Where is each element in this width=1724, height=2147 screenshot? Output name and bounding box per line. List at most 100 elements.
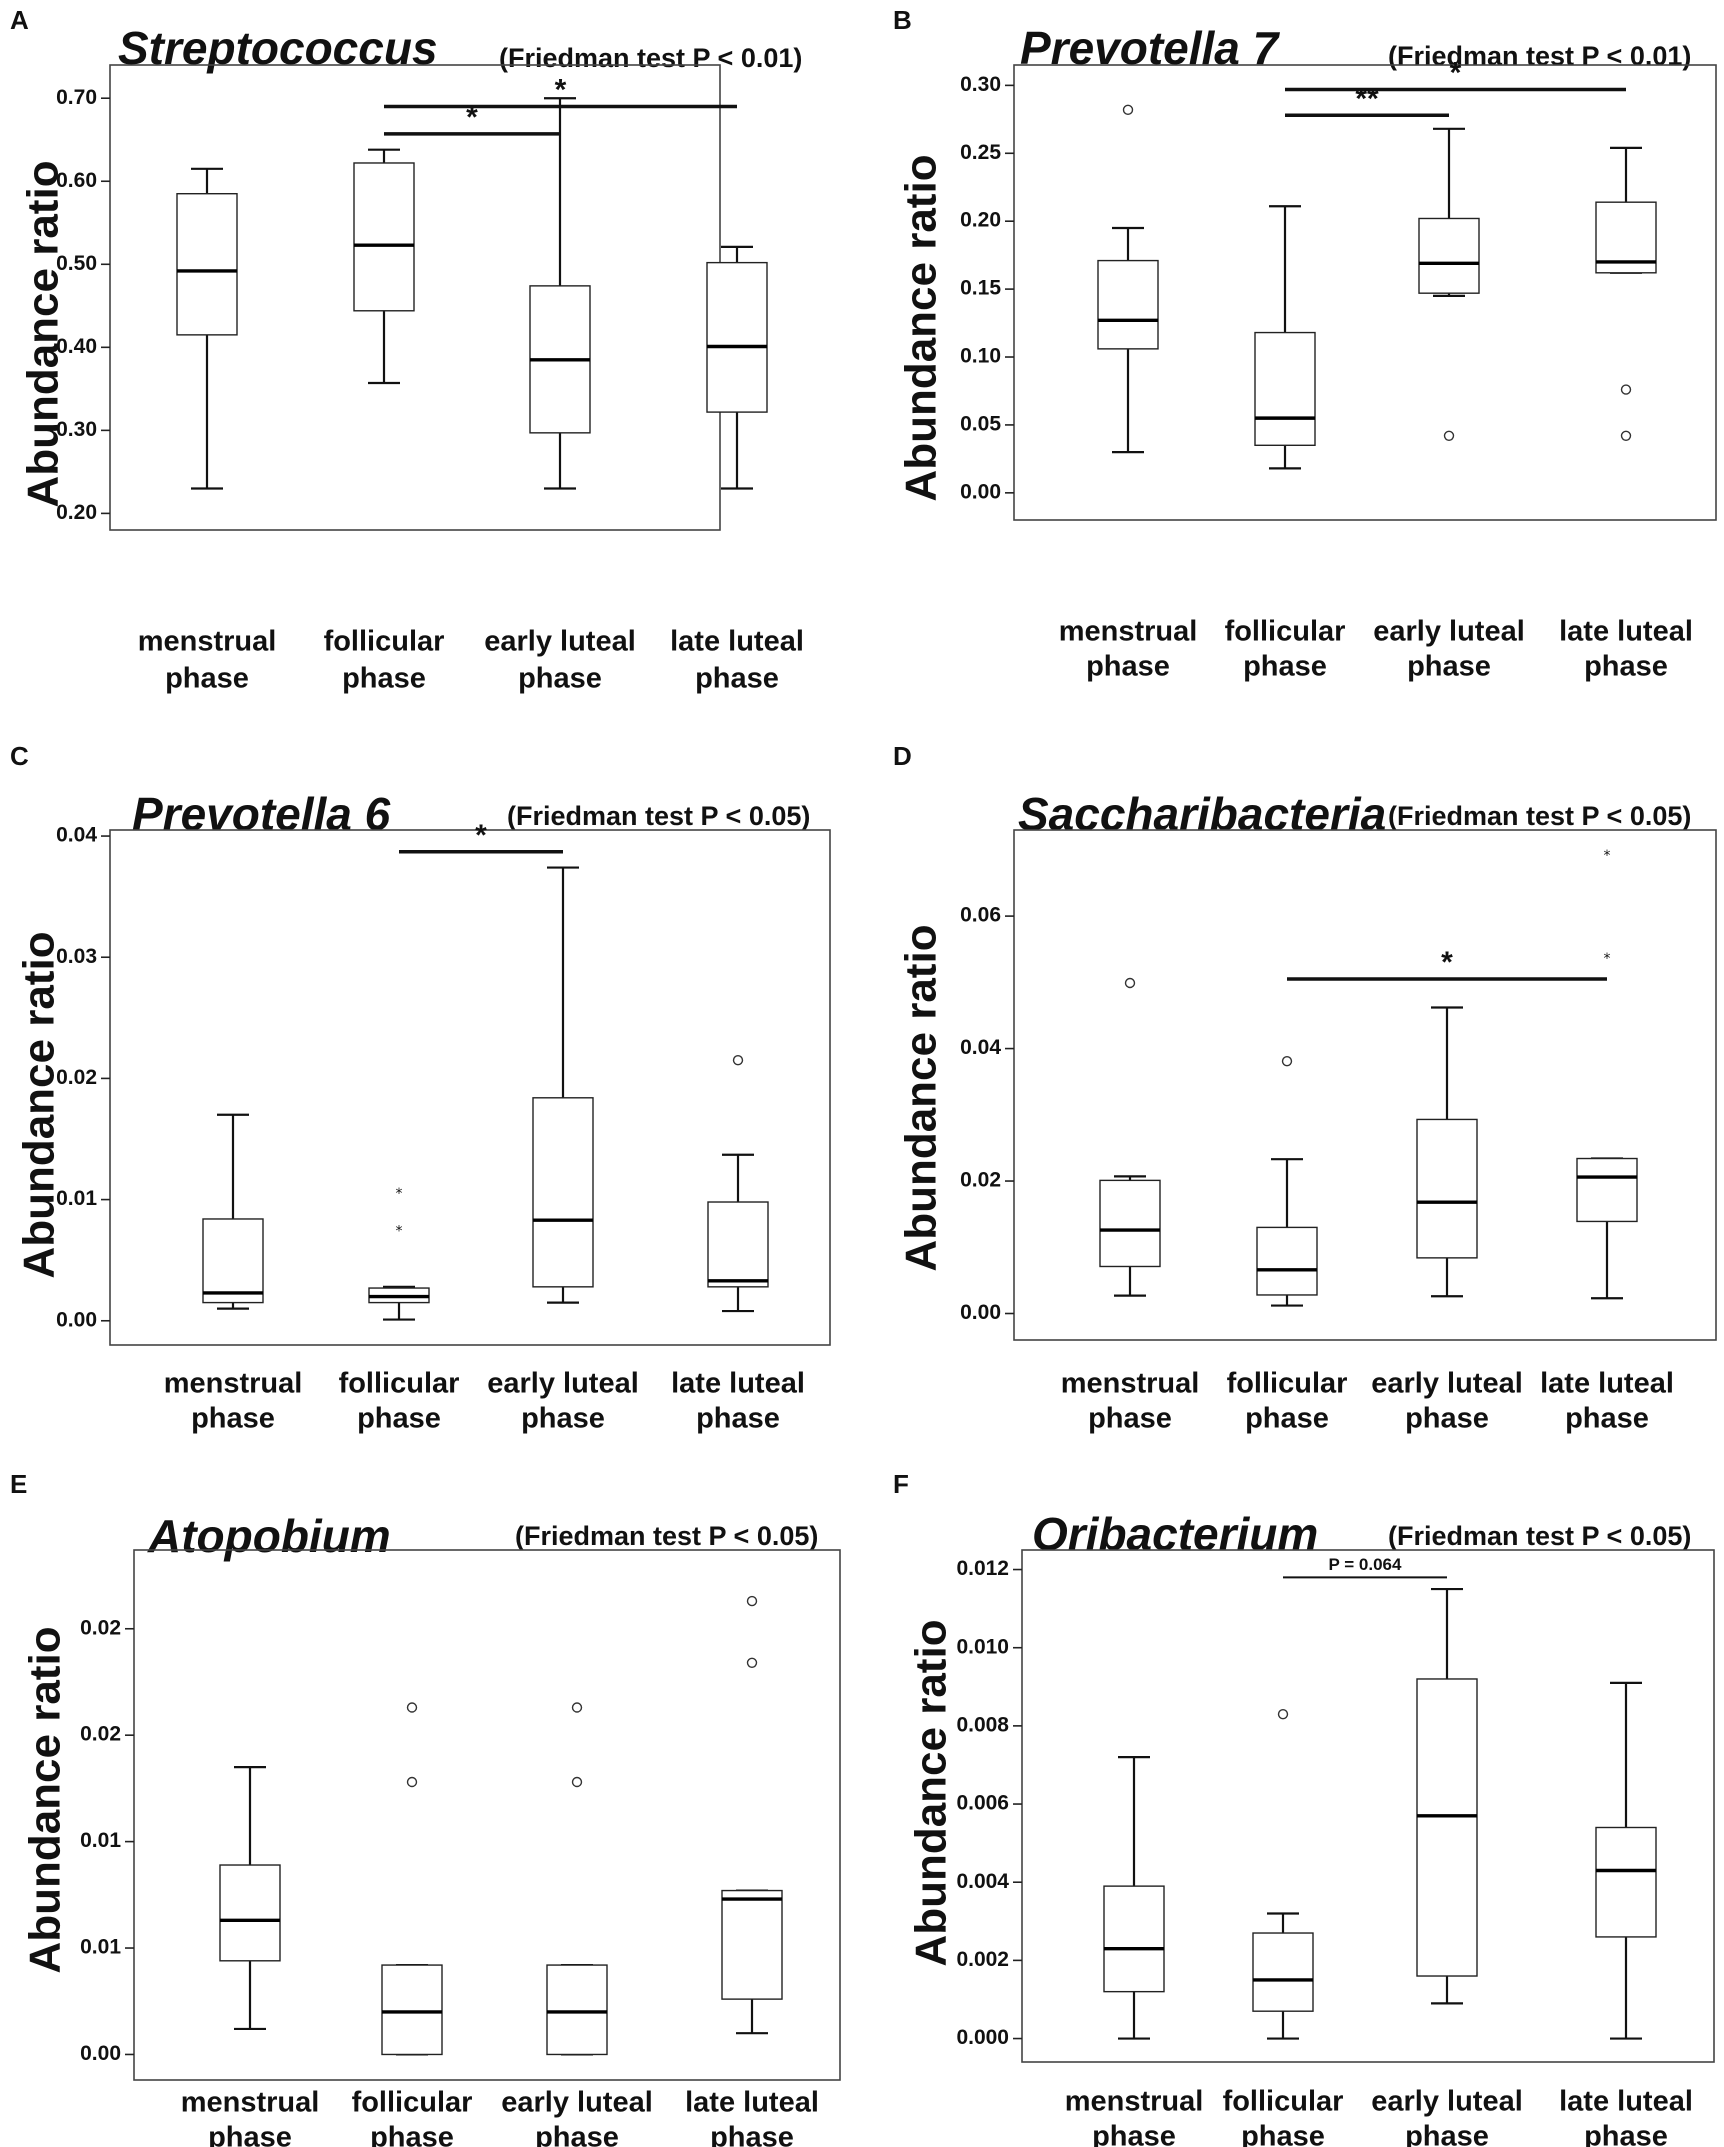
- box-iqr: [1416, 1118, 1478, 1259]
- box-iqr: [1103, 1885, 1165, 1993]
- box-iqr: [381, 1964, 443, 2056]
- chart-subtitle: (Friedman test P < 0.01): [1388, 41, 1691, 71]
- box-1: [1103, 1756, 1165, 2040]
- significance-label: *: [466, 101, 478, 134]
- panel-letter: E: [10, 1469, 27, 1499]
- x-category-label: late luteal: [685, 2087, 819, 2119]
- box-3: [546, 1702, 608, 2056]
- box-1: [1099, 977, 1161, 1297]
- box-2: [1254, 205, 1316, 470]
- x-category-sublabel: phase: [521, 1403, 605, 1435]
- box-iqr: [1418, 217, 1480, 294]
- x-category-label: late luteal: [671, 1368, 805, 1400]
- x-category-sublabel: phase: [1584, 2121, 1668, 2147]
- x-category-sublabel: phase: [208, 2122, 292, 2147]
- box-2: [353, 148, 415, 385]
- outlier-point: [1277, 1708, 1289, 1720]
- outlier-point: [1620, 384, 1632, 395]
- y-tick-label: 0.01: [80, 1936, 121, 1959]
- y-tick-label: 0.00: [960, 480, 1001, 503]
- x-category-label: menstrual: [1061, 1368, 1200, 1400]
- outlier-point: [1122, 104, 1134, 116]
- chart-title: Saccharibacteria: [1018, 788, 1386, 840]
- extreme-point: *: [1604, 951, 1611, 967]
- box-1: [202, 1113, 264, 1310]
- x-category-label: follicular: [324, 626, 445, 658]
- y-tick-label: 0.02: [80, 1616, 121, 1639]
- panel-letter: C: [10, 741, 29, 771]
- x-category-label: early luteal: [1371, 2086, 1523, 2118]
- box-iqr: [219, 1864, 281, 1962]
- box-2: [381, 1702, 443, 2056]
- y-tick-label: 0.01: [56, 1187, 97, 1210]
- y-tick-label: 0.02: [960, 1169, 1001, 1192]
- box-1: [1097, 104, 1159, 454]
- box-iqr: [1099, 1179, 1161, 1268]
- box-4: [721, 1595, 783, 2035]
- box-iqr: [532, 1097, 594, 1288]
- panel-letter: F: [893, 1469, 909, 1499]
- outlier-point: [1124, 977, 1136, 989]
- x-category-label: late luteal: [1540, 1368, 1674, 1400]
- y-axis-label: Abundance ratio: [897, 924, 946, 1271]
- chart-subtitle: (Friedman test P < 0.05): [1388, 801, 1691, 831]
- x-category-label: late luteal: [670, 626, 804, 658]
- plot-frame: [133, 1549, 841, 2081]
- box-4: [706, 245, 768, 490]
- y-tick-label: 0.30: [56, 418, 97, 441]
- box-2: [1252, 1708, 1314, 2040]
- box-iqr: [721, 1889, 783, 2000]
- x-category-sublabel: phase: [1092, 2121, 1176, 2147]
- box-iqr: [1256, 1226, 1318, 1296]
- x-category-label: menstrual: [1065, 2086, 1204, 2118]
- x-category-label: follicular: [339, 1368, 460, 1400]
- y-tick-label: 0.10: [960, 345, 1001, 368]
- y-tick-label: 0.00: [960, 1301, 1001, 1324]
- chart-title: Prevotella 6: [132, 788, 391, 840]
- panel-letter: B: [893, 5, 912, 35]
- x-category-label: follicular: [1225, 616, 1346, 648]
- chart-panel-f: F Oribacterium (Friedman test P < 0.05) Abu…: [893, 1469, 1715, 2147]
- chart-title: Atopobium: [147, 1510, 391, 1562]
- y-tick-label: 0.02: [80, 1723, 121, 1746]
- outlier-point: [1281, 1055, 1293, 1067]
- box-4: [1595, 146, 1657, 441]
- y-axis-label: Abundance ratio: [907, 1619, 956, 1966]
- box-4: [1595, 1681, 1657, 2040]
- outlier-point: [406, 1776, 418, 1788]
- x-category-sublabel: phase: [165, 663, 249, 695]
- box-2: [1256, 1055, 1318, 1307]
- plot-frame: [109, 829, 831, 1346]
- significance-label: P = 0.064: [1329, 1555, 1402, 1574]
- box-3: [1416, 1587, 1478, 2005]
- x-category-sublabel: phase: [1584, 651, 1668, 683]
- x-category-sublabel: phase: [1245, 1403, 1329, 1435]
- x-category-label: early luteal: [487, 1368, 639, 1400]
- plot-frame: [1013, 829, 1717, 1341]
- outlier-point: [571, 1776, 583, 1788]
- significance-label: **: [1355, 82, 1379, 115]
- x-category-label: early luteal: [484, 626, 636, 658]
- box-4: [707, 1055, 769, 1313]
- y-tick-label: 0.006: [956, 1792, 1009, 1815]
- outlier-point: [406, 1702, 418, 1713]
- y-axis-label: Abundance ratio: [15, 931, 64, 1278]
- panel-letter: A: [10, 5, 29, 35]
- y-tick-label: 0.01: [80, 1829, 121, 1852]
- y-tick-label: 0.002: [956, 1948, 1009, 1971]
- chart-subtitle: (Friedman test P < 0.05): [507, 801, 810, 831]
- x-category-label: menstrual: [181, 2087, 320, 2119]
- y-tick-label: 0.00: [56, 1308, 97, 1331]
- outlier-point: [1620, 430, 1632, 441]
- box-3: [1416, 1006, 1478, 1298]
- chart-subtitle: (Friedman test P < 0.01): [499, 43, 802, 73]
- chart-panel-d: D Saccharibacteria (Friedman test P < 0.05…: [893, 741, 1717, 1435]
- y-tick-label: 0.03: [56, 945, 97, 968]
- box-iqr: [202, 1218, 264, 1304]
- box-4: **: [1576, 848, 1638, 1300]
- box-iqr: [1416, 1678, 1478, 1977]
- box-iqr: [1576, 1157, 1638, 1223]
- box-iqr: [176, 193, 238, 336]
- y-axis-label: Abundance ratio: [897, 154, 946, 501]
- x-category-label: late luteal: [1559, 2086, 1693, 2118]
